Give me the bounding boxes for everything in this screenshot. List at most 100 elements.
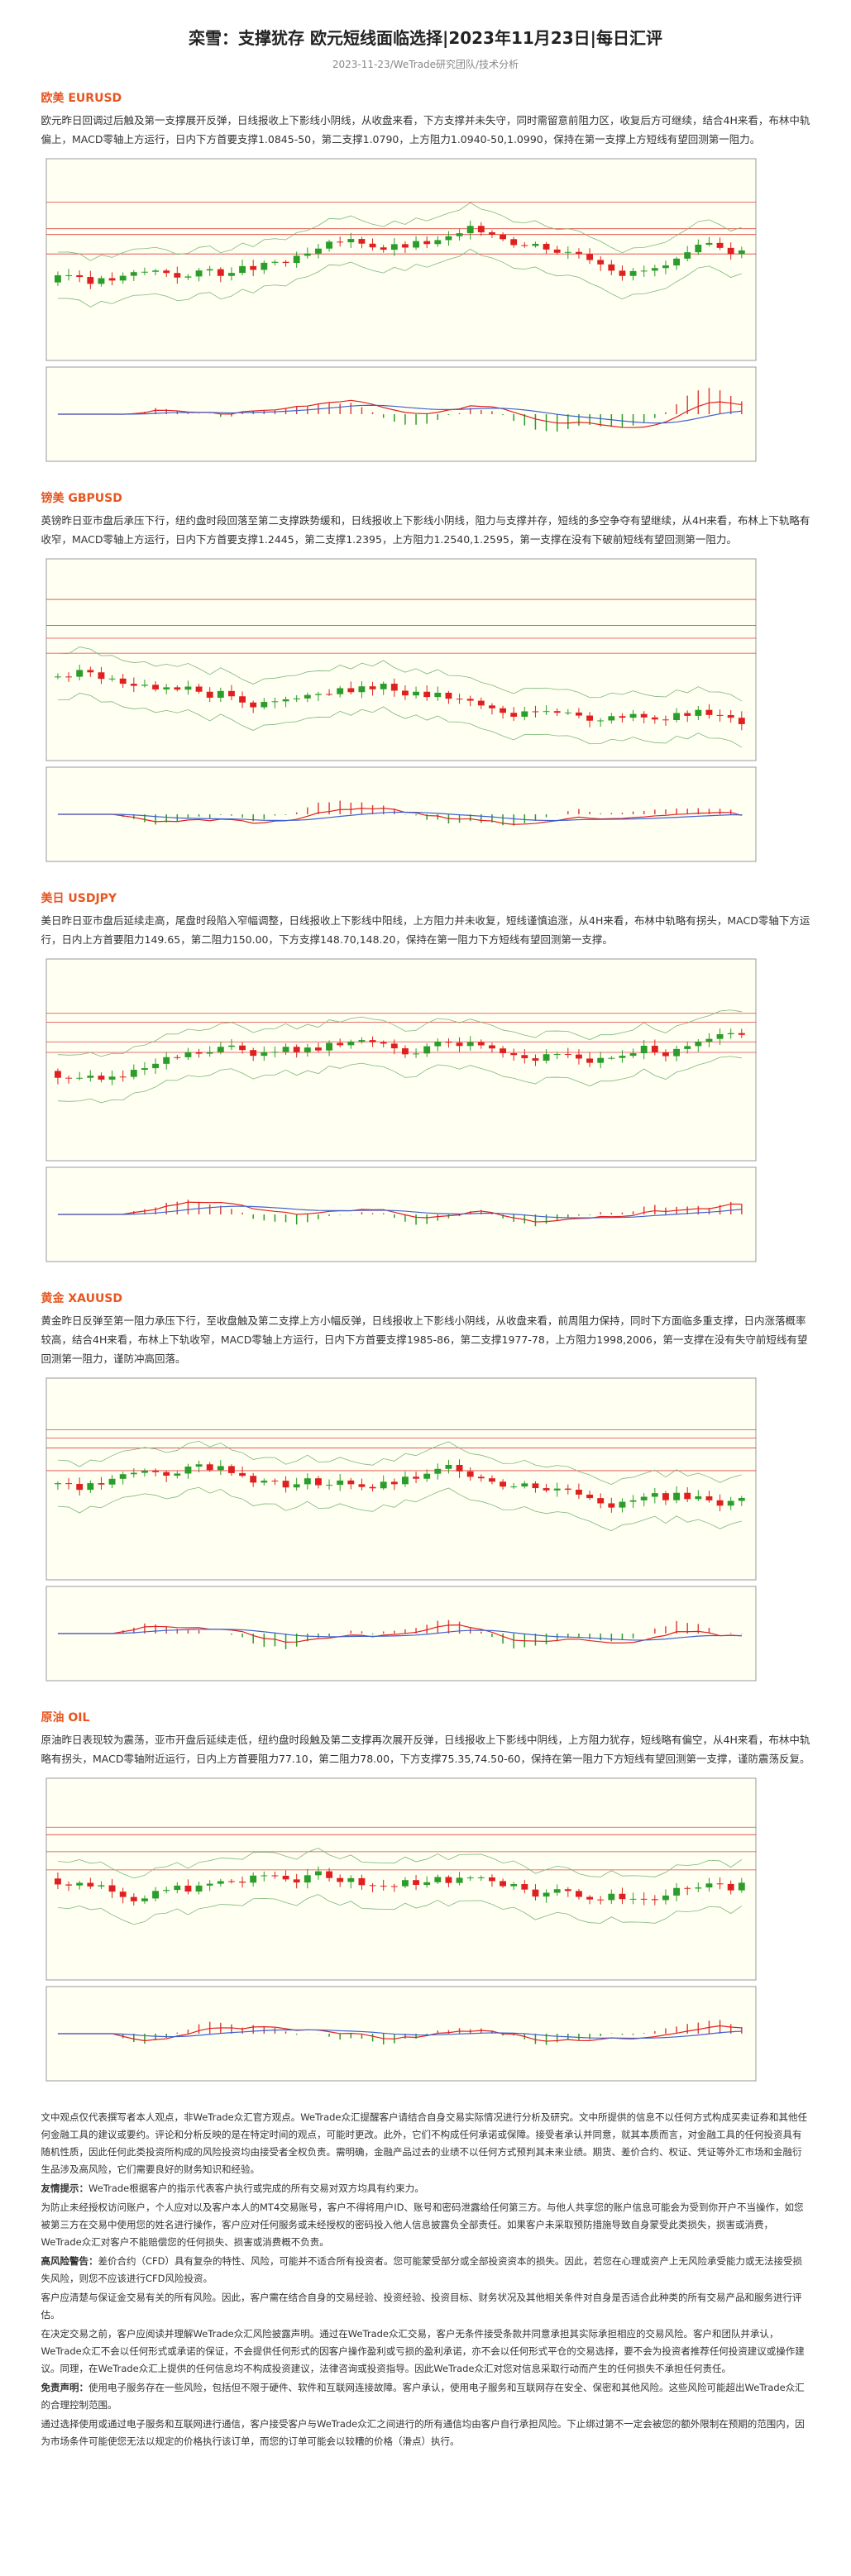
section-heading: 原油 OIL bbox=[41, 1711, 90, 1724]
candle bbox=[553, 1054, 561, 1056]
section: 欧美 EURUSD 欧元昨日回调过后触及第一支撑展开反弹，日线报收上下影线小阴线，… bbox=[41, 89, 810, 478]
candle bbox=[141, 1068, 148, 1071]
candle bbox=[238, 265, 246, 274]
candle bbox=[380, 1886, 387, 1887]
candle bbox=[553, 1889, 561, 1893]
candle bbox=[727, 1500, 734, 1506]
candle bbox=[173, 687, 180, 690]
candle bbox=[499, 1481, 506, 1487]
band-line bbox=[57, 248, 742, 308]
candle bbox=[195, 270, 202, 277]
candle bbox=[586, 254, 593, 260]
candle bbox=[401, 690, 409, 696]
candle bbox=[184, 686, 191, 690]
band-line bbox=[57, 1848, 742, 1879]
candle bbox=[520, 1055, 528, 1059]
candle bbox=[543, 711, 549, 713]
candle bbox=[607, 1893, 614, 1901]
candle bbox=[738, 1033, 745, 1035]
candle bbox=[509, 1884, 517, 1887]
candle bbox=[380, 247, 387, 250]
candle bbox=[314, 1478, 322, 1486]
candle bbox=[401, 244, 409, 248]
macd-panel bbox=[45, 366, 756, 462]
disclaimer-paragraph: 为防止未经授权访问账户，个人应对以及客户本人的MT4交易账号，客户不得将用户ID… bbox=[41, 2199, 810, 2251]
candle bbox=[54, 676, 61, 678]
candle bbox=[607, 1057, 614, 1059]
candle bbox=[445, 1877, 452, 1883]
candle bbox=[65, 1483, 72, 1485]
candle bbox=[532, 711, 538, 713]
candle bbox=[98, 278, 104, 284]
candle bbox=[108, 1076, 115, 1080]
candle bbox=[130, 1896, 137, 1901]
macd-panel bbox=[45, 766, 756, 862]
candle bbox=[119, 275, 127, 281]
candle bbox=[586, 1058, 593, 1063]
chart-image bbox=[44, 154, 789, 478]
macd-line bbox=[57, 399, 742, 428]
candle bbox=[293, 1047, 300, 1052]
disclaimer: 文中观点仅代表撰写者本人观点，非WeTrade众汇官方观点。WeTrade众汇提… bbox=[41, 2109, 810, 2450]
disclaimer-text: 为防止未经授权访问账户，个人应对以及客户本人的MT4交易账号，客户不得将用户ID… bbox=[41, 2202, 804, 2248]
candle bbox=[433, 240, 441, 245]
band-line bbox=[57, 1440, 742, 1486]
candle bbox=[466, 1042, 474, 1047]
candle bbox=[640, 1898, 648, 1900]
candle bbox=[607, 1503, 614, 1508]
candle bbox=[130, 272, 137, 276]
candle bbox=[596, 720, 604, 722]
candle bbox=[369, 1885, 375, 1887]
candle bbox=[249, 1476, 256, 1483]
candle bbox=[151, 270, 159, 272]
candle bbox=[217, 269, 224, 276]
candle bbox=[738, 1882, 745, 1891]
candle bbox=[662, 265, 669, 269]
candle bbox=[423, 691, 430, 698]
candle bbox=[553, 711, 561, 713]
candle bbox=[119, 678, 127, 685]
candle bbox=[543, 1892, 549, 1897]
candle bbox=[260, 1875, 267, 1877]
band-line bbox=[57, 693, 742, 748]
candle bbox=[672, 1887, 680, 1896]
candle bbox=[705, 242, 712, 245]
candle bbox=[629, 1053, 636, 1057]
candle bbox=[456, 233, 462, 236]
candle bbox=[227, 273, 235, 276]
candle bbox=[553, 249, 561, 253]
candle bbox=[499, 708, 506, 713]
candle bbox=[716, 1500, 723, 1506]
candle bbox=[596, 260, 604, 265]
article: 栾雪：支撑犹存 欧元短线面临选择|2023年11月23日|每日汇评 2023-1… bbox=[41, 0, 810, 2450]
candle bbox=[206, 1464, 213, 1471]
candle bbox=[477, 1476, 485, 1479]
candle bbox=[173, 273, 180, 278]
candle bbox=[412, 1476, 419, 1479]
candle bbox=[716, 1034, 723, 1039]
candle bbox=[227, 1466, 235, 1473]
candle bbox=[738, 718, 745, 724]
candle bbox=[596, 1498, 604, 1504]
candle bbox=[651, 1899, 658, 1901]
candle bbox=[304, 1047, 311, 1052]
candle bbox=[694, 244, 701, 253]
candle bbox=[217, 690, 224, 698]
title: 栾雪：支撑犹存 欧元短线面临选择|2023年11月23日|每日汇评 bbox=[189, 28, 662, 48]
candle bbox=[564, 1889, 571, 1891]
candle bbox=[65, 274, 72, 276]
candle bbox=[607, 264, 614, 271]
candle bbox=[293, 1484, 300, 1488]
candle bbox=[629, 713, 636, 718]
candle bbox=[727, 1033, 734, 1035]
candle bbox=[65, 1884, 72, 1886]
disclaimer-paragraph: 免责声明：使用电子服务存在一些风险，包括但不限于硬件、软件和互联网连接故障。客户… bbox=[41, 2379, 810, 2414]
candle bbox=[520, 1884, 528, 1890]
chart-image bbox=[44, 554, 789, 878]
disclaimer-paragraph: 客户应清楚与保证金交易有关的所有风险。因此，客户需在结合自身的交易经验、投资经验… bbox=[41, 2289, 810, 2324]
candle bbox=[271, 701, 278, 703]
candle bbox=[151, 685, 159, 689]
band-line bbox=[57, 202, 742, 261]
candle bbox=[499, 1048, 506, 1053]
candle bbox=[488, 1478, 495, 1482]
